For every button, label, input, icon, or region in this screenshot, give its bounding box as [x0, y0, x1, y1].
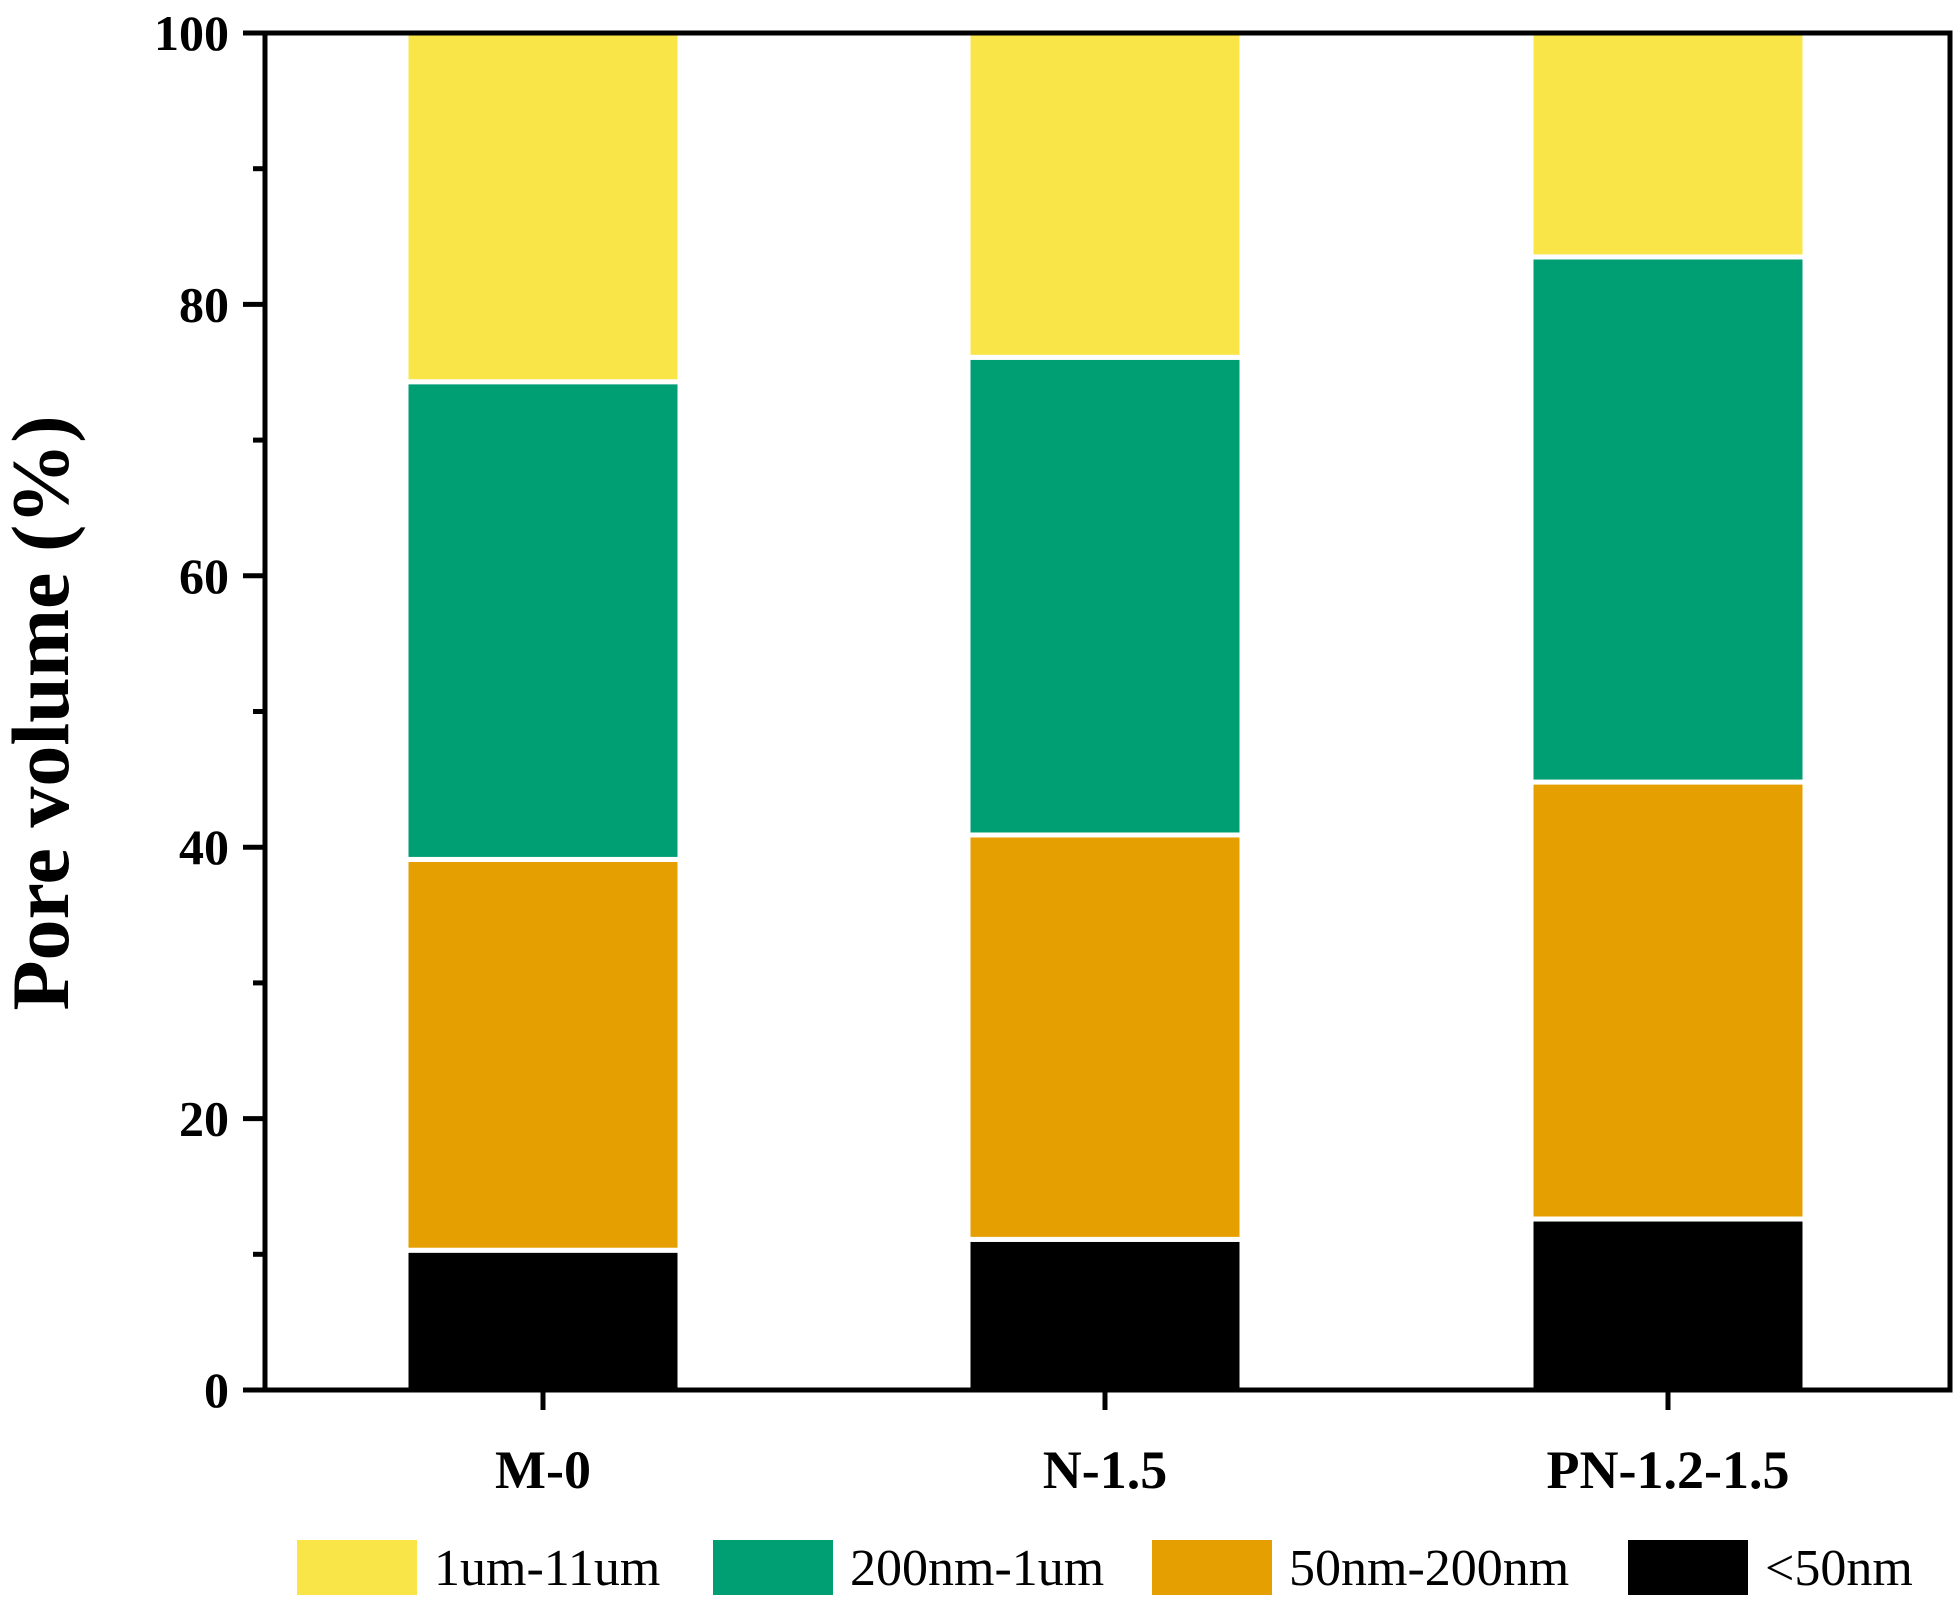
y-tick-label: 20: [179, 1091, 229, 1147]
legend-label: 1um-11um: [434, 1540, 660, 1597]
bar-segment-N-1.5-1um-11um: [965, 30, 1245, 360]
bar-segment-PN-1.2-1.5-50nm-200nm: [1528, 779, 1808, 1222]
bar-segment-PN-1.2-1.5-1um-11um: [1528, 30, 1808, 260]
x-category-label: M-0: [495, 1440, 591, 1500]
y-tick-label: 80: [179, 276, 229, 332]
y-tick-label: 0: [204, 1362, 229, 1418]
y-ticks: 0 20 40 60 80 100: [154, 5, 265, 1418]
bar-segment-M-0-1um-11um: [403, 30, 683, 385]
legend-swatch: [1628, 1540, 1748, 1595]
legend-label: 200nm-1um: [850, 1540, 1104, 1597]
x-category-label: PN-1.2-1.5: [1547, 1440, 1790, 1500]
bar-segment-M-0-<50nm: [403, 1247, 683, 1393]
bar-segment-M-0-50nm-200nm: [403, 856, 683, 1253]
y-tick-label: 40: [179, 819, 229, 875]
bar-segment-PN-1.2-1.5-<50nm: [1528, 1216, 1808, 1393]
bar-segment-N-1.5-200nm-1um: [965, 354, 1245, 838]
bar-segment-N-1.5-50nm-200nm: [965, 832, 1245, 1242]
x-category-label: N-1.5: [1043, 1440, 1167, 1500]
y-tick-label: 100: [154, 5, 229, 61]
bar-segment-PN-1.2-1.5-200nm-1um: [1528, 254, 1808, 785]
bar-segment-M-0-200nm-1um: [403, 379, 683, 862]
x-category-labels: M-0 N-1.5 PN-1.2-1.5: [495, 1390, 1789, 1500]
bars-layer: [403, 30, 1808, 1393]
legend-label: 50nm-200nm: [1289, 1540, 1569, 1597]
legend-swatch: [713, 1540, 833, 1595]
y-axis-title: Pore volume (%): [0, 415, 86, 1010]
bar-segment-N-1.5-<50nm: [965, 1236, 1245, 1393]
legend-swatch: [297, 1540, 417, 1595]
y-tick-label: 60: [179, 548, 229, 604]
legend: 1um-11um 200nm-1um 50nm-200nm <50nm: [297, 1540, 1913, 1597]
legend-swatch: [1152, 1540, 1272, 1595]
legend-label: <50nm: [1765, 1540, 1913, 1597]
